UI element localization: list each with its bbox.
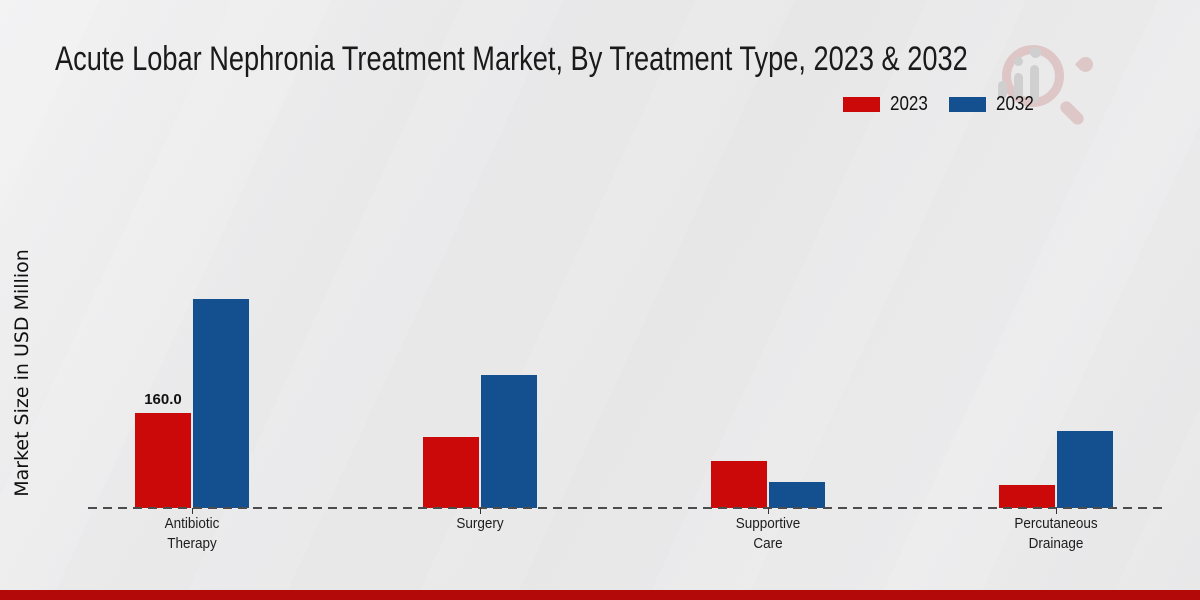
logo-dot-icon	[1014, 57, 1023, 66]
legend-swatch-2032	[948, 97, 986, 112]
watermark-logo	[990, 33, 1110, 133]
bar-2032-surgery	[480, 374, 538, 508]
magnifier-handle-icon	[1057, 98, 1087, 128]
bar-value-label: 160.0	[144, 391, 182, 408]
bar-2023-antibiotic-therapy	[134, 412, 192, 508]
logo-drop-icon	[1074, 53, 1097, 76]
logo-dot-icon	[1030, 47, 1041, 58]
magnifier-ring-icon	[1002, 45, 1064, 107]
logo-bar-icon	[998, 81, 1007, 99]
legend-item-2032: 2032	[948, 93, 1041, 116]
chart-legend: 2023 2032	[843, 93, 1040, 116]
bar-2023-percutaneous-drainage	[998, 484, 1056, 508]
chart-title: Acute Lobar Nephronia Treatment Market, …	[55, 40, 968, 78]
bar-2032-antibiotic-therapy	[192, 298, 250, 508]
footer-red-strip	[0, 590, 1200, 600]
legend-item-2023: 2023	[843, 93, 935, 116]
bar-2023-surgery	[422, 436, 480, 508]
logo-bar-icon	[1030, 65, 1039, 103]
bar-2023-supportive-care	[710, 460, 768, 508]
bar-2032-supportive-care	[768, 481, 826, 508]
legend-swatch-2023	[843, 97, 880, 112]
logo-bar-icon	[1014, 73, 1023, 99]
legend-label-2023: 2023	[890, 93, 928, 115]
legend-label-2032: 2032	[995, 93, 1034, 115]
bar-2032-percutaneous-drainage	[1056, 430, 1114, 508]
x-axis-baseline	[88, 507, 1163, 509]
